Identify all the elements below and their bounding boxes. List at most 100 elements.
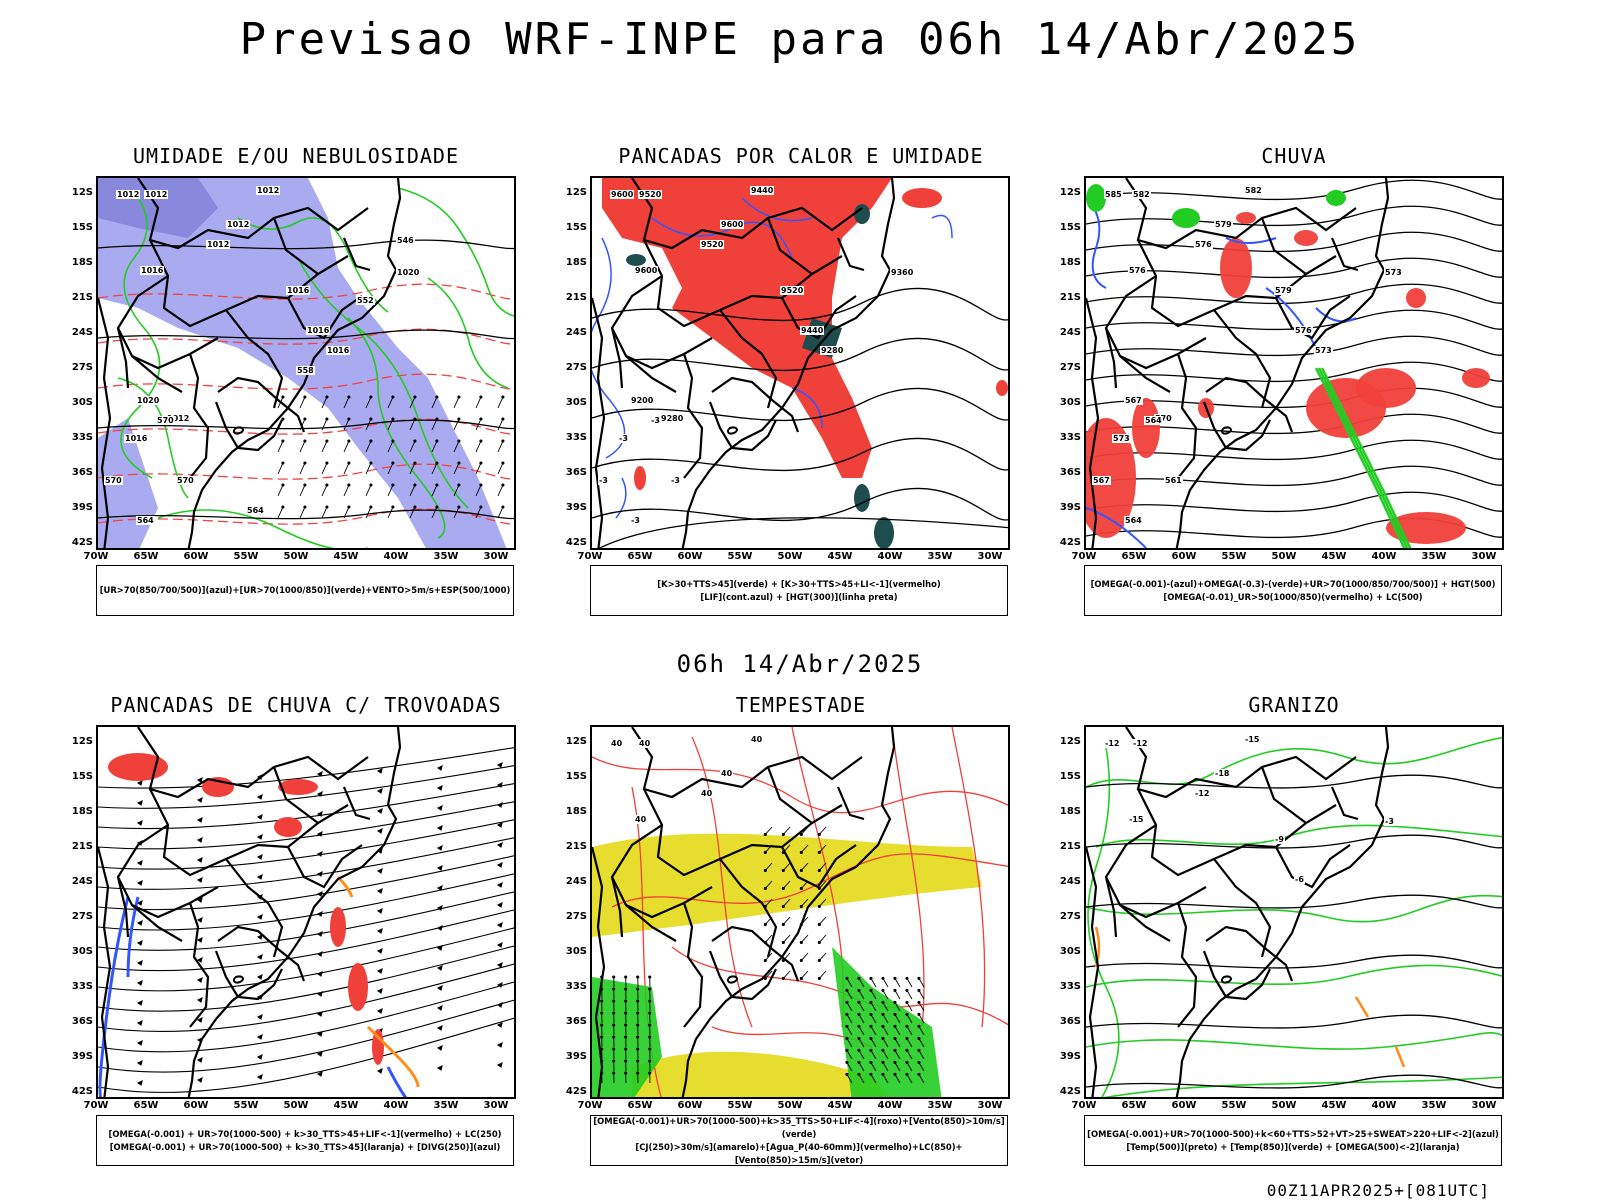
latitude-tick-label: 30S — [565, 397, 587, 408]
longitude-tick-label: 60W — [1171, 551, 1197, 562]
contour-label: -3 — [650, 416, 661, 425]
longitude-tick-label: 30W — [483, 1100, 509, 1111]
country-borders — [1086, 727, 1390, 1097]
longitude-tick-label: 60W — [677, 551, 703, 562]
latitude-tick-label: 12S — [565, 736, 587, 747]
latitude-tick-label: 24S — [1059, 327, 1081, 338]
legend-line: [OMEGA(-0.01)_UR>50(1000/850)(vermelho) … — [1163, 591, 1423, 602]
latitude-tick-label: 39S — [71, 1051, 93, 1062]
longitude-tick-label: 70W — [83, 1100, 109, 1111]
legend-line: [Temp(500)](preto) + [Temp(850)](verde) … — [1126, 1141, 1460, 1152]
contour-label: 40 — [700, 789, 714, 798]
contour-label: 40 — [720, 769, 734, 778]
latitude-tick-label: 39S — [565, 502, 587, 513]
contour-label: 576 — [1128, 266, 1147, 275]
longitude-tick-label: 60W — [183, 551, 209, 562]
contour-label: 9600 — [720, 220, 745, 229]
longitude-tick-label: 65W — [627, 551, 653, 562]
latitude-tick-label: 18S — [1059, 806, 1081, 817]
contour-label: 40 — [750, 735, 764, 744]
contour-label: 582 — [1244, 186, 1263, 195]
latitude-tick-label: 27S — [1059, 911, 1081, 922]
longitude-tick-label: 70W — [1071, 1100, 1097, 1111]
longitude-tick-label: 55W — [1221, 551, 1247, 562]
longitude-tick-label: 50W — [283, 551, 309, 562]
contour-label: 576 — [1194, 240, 1213, 249]
latitude-tick-label: 39S — [1059, 502, 1081, 513]
contour-label: 582 — [1132, 190, 1151, 199]
legend-line: [UR>70(850/700/500)](azul)+[UR>70(1000/8… — [99, 585, 511, 595]
contour-label: -3 — [1384, 817, 1395, 826]
legend-tempestade: [OMEGA(-0.001)+UR>70(1000-500)+k>35_TTS>… — [590, 1115, 1008, 1166]
map-panel-umidade — [96, 176, 516, 550]
latitude-tick-label: 18S — [1059, 257, 1081, 268]
legend-trovoadas: [OMEGA(-0.001) + UR>70(1000-500) + k>30_… — [96, 1115, 514, 1166]
latitude-tick-label: 24S — [565, 327, 587, 338]
latitude-tick-label: 30S — [71, 397, 93, 408]
contour-label: 1020 — [396, 268, 421, 277]
contour-label: 9520 — [700, 240, 725, 249]
legend-line: [OMEGA(-0.001)-(azul)+OMEGA(-0.3)-(verde… — [1090, 578, 1496, 589]
map-panel-trovoadas — [96, 725, 516, 1099]
latitude-tick-label: 36S — [71, 467, 93, 478]
contour-label: 1012 — [206, 240, 231, 249]
longitude-tick-label: 40W — [877, 551, 903, 562]
contour-label: -3 — [630, 516, 641, 525]
longitude-tick-label: 60W — [677, 1100, 703, 1111]
contour-label: -12 — [1132, 739, 1149, 748]
latitude-tick-label: 42S — [565, 537, 587, 548]
contour-label: 570 — [104, 476, 123, 485]
latitude-tick-label: 15S — [71, 771, 93, 782]
latitude-tick-label: 18S — [565, 806, 587, 817]
contour-label: 9280 — [820, 346, 845, 355]
latitude-tick-label: 15S — [565, 222, 587, 233]
country-borders — [592, 727, 896, 1097]
longitude-tick-label: 55W — [727, 1100, 753, 1111]
contour-label: 9600 — [634, 266, 659, 275]
longitude-tick-label: 40W — [383, 551, 409, 562]
contour-label: 564 — [1124, 516, 1143, 525]
contour-label: 1020 — [136, 396, 161, 405]
longitude-tick-label: 45W — [333, 1100, 359, 1111]
longitude-tick-label: 70W — [1071, 551, 1097, 562]
longitude-tick-label: 70W — [83, 551, 109, 562]
map-panel-chuva — [1084, 176, 1504, 550]
longitude-tick-label: 40W — [877, 1100, 903, 1111]
contour-label: 573 — [1314, 346, 1333, 355]
legend-line: [OMEGA(-0.001) + UR>70(1000-500) + k>30_… — [109, 1141, 501, 1152]
latitude-tick-label: 30S — [71, 946, 93, 957]
longitude-tick-label: 30W — [1471, 551, 1497, 562]
contour-label: 1016 — [124, 434, 149, 443]
longitude-tick-label: 50W — [1271, 551, 1297, 562]
latitude-tick-label: 42S — [71, 537, 93, 548]
contour-label: 1012 — [116, 190, 141, 199]
latitude-tick-label: 33S — [565, 432, 587, 443]
latitude-tick-label: 15S — [1059, 771, 1081, 782]
longitude-tick-label: 55W — [233, 1100, 259, 1111]
latitude-tick-label: 42S — [565, 1086, 587, 1097]
contour-label: -15 — [1244, 735, 1261, 744]
latitude-tick-label: 36S — [1059, 467, 1081, 478]
latitude-tick-label: 21S — [71, 841, 93, 852]
latitude-tick-label: 36S — [1059, 1016, 1081, 1027]
longitude-tick-label: 50W — [283, 1100, 309, 1111]
contour-label: 1012 — [144, 190, 169, 199]
contour-label: -3 — [670, 476, 681, 485]
longitude-tick-label: 70W — [577, 551, 603, 562]
longitude-tick-label: 65W — [1121, 1100, 1147, 1111]
longitude-tick-label: 50W — [777, 1100, 803, 1111]
longitude-tick-label: 30W — [1471, 1100, 1497, 1111]
contour-label: 9520 — [780, 286, 805, 295]
latitude-tick-label: 42S — [1059, 1086, 1081, 1097]
legend-granizo: [OMEGA(-0.001)+UR>70(1000-500)+k<60+TTS>… — [1084, 1115, 1502, 1166]
longitude-tick-label: 40W — [1371, 551, 1397, 562]
latitude-tick-label: 12S — [565, 187, 587, 198]
latitude-tick-label: 39S — [1059, 1051, 1081, 1062]
contour-label: 567 — [1092, 476, 1111, 485]
run-info-footer: 00Z11APR2025+[081UTC] — [1266, 1181, 1490, 1200]
longitude-tick-label: 45W — [827, 551, 853, 562]
latitude-tick-label: 42S — [1059, 537, 1081, 548]
latitude-tick-label: 36S — [71, 1016, 93, 1027]
contour-label: 567 — [1124, 396, 1143, 405]
latitude-tick-label: 15S — [565, 771, 587, 782]
